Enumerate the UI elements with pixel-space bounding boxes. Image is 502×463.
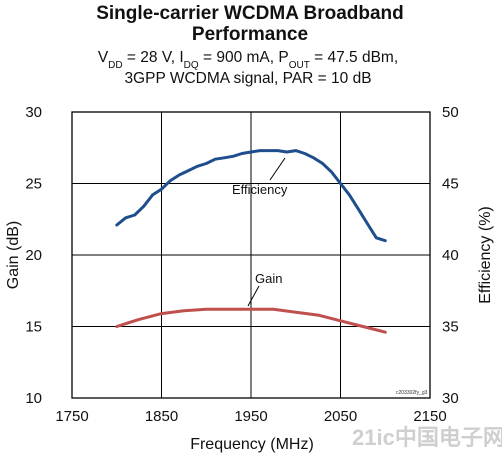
subtitle-subscript-0: DD	[108, 60, 122, 71]
x-tick-1750: 1750	[55, 408, 88, 425]
y-left-tick-10: 10	[25, 390, 42, 407]
y-left-tick-25: 25	[25, 176, 42, 193]
plot-frame	[71, 111, 431, 399]
grid-lines	[72, 112, 430, 398]
y-right-tick-30: 30	[442, 390, 459, 407]
chart-title-line1: Single-carrier WCDMA Broadband	[96, 3, 404, 24]
gain-leader-line	[247, 285, 260, 307]
x-tick-1950: 1950	[234, 408, 267, 425]
chart-title-line2: Performance	[192, 24, 308, 45]
annotations: Efficiency Gain	[232, 157, 288, 307]
subtitle-part-2: = 900 mA, P	[199, 49, 289, 66]
y-right-tick-50: 50	[442, 104, 459, 121]
efficiency-annotation: Efficiency	[232, 182, 288, 197]
chart-subtitle-line1: VDD = 28 V, IDQ = 900 mA, POUT = 47.5 dB…	[98, 49, 398, 71]
x-tick-1850: 1850	[145, 408, 178, 425]
subtitle-part-0: V	[98, 49, 109, 66]
y-right-axis-label: Efficiency (%)	[477, 206, 494, 304]
series-layer	[115, 149, 387, 334]
y-left-tick-15: 15	[25, 319, 42, 336]
y-right-tick-35: 35	[442, 319, 459, 336]
subtitle-part-1: = 28 V, I	[123, 49, 184, 66]
watermark-logo: 21ic中国电子网	[352, 425, 502, 450]
chart-subtitle-line2: 3GPP WCDMA signal, PAR = 10 dB	[124, 70, 371, 87]
subtitle-subscript-2: OUT	[289, 60, 310, 71]
x-tick-labels: 1750 1850 1950 2050 2150	[55, 408, 446, 425]
gain-annotation: Gain	[255, 271, 282, 286]
x-tick-2050: 2050	[324, 408, 357, 425]
x-axis-label: Frequency (MHz)	[190, 436, 314, 453]
figure-code: c203302fy_g3	[396, 390, 428, 396]
y-right-tick-45: 45	[442, 176, 459, 193]
subtitle-subscript-1: DQ	[184, 60, 199, 71]
y-left-tick-20: 20	[25, 247, 42, 264]
y-left-tick-labels: 10 15 20 25 30	[25, 104, 42, 407]
efficiency-leader-line	[269, 157, 286, 181]
y-right-tick-labels: 30 35 40 45 50	[442, 104, 459, 407]
efficiency-series-line	[115, 149, 387, 243]
subtitle-part-3: = 47.5 dBm,	[310, 49, 398, 66]
y-left-tick-30: 30	[25, 104, 42, 121]
gain-series-line	[115, 307, 387, 334]
y-right-tick-40: 40	[442, 247, 459, 264]
plot-area	[71, 111, 431, 399]
y-left-axis-label: Gain (dB)	[5, 221, 22, 289]
x-tick-2150: 2150	[413, 408, 446, 425]
